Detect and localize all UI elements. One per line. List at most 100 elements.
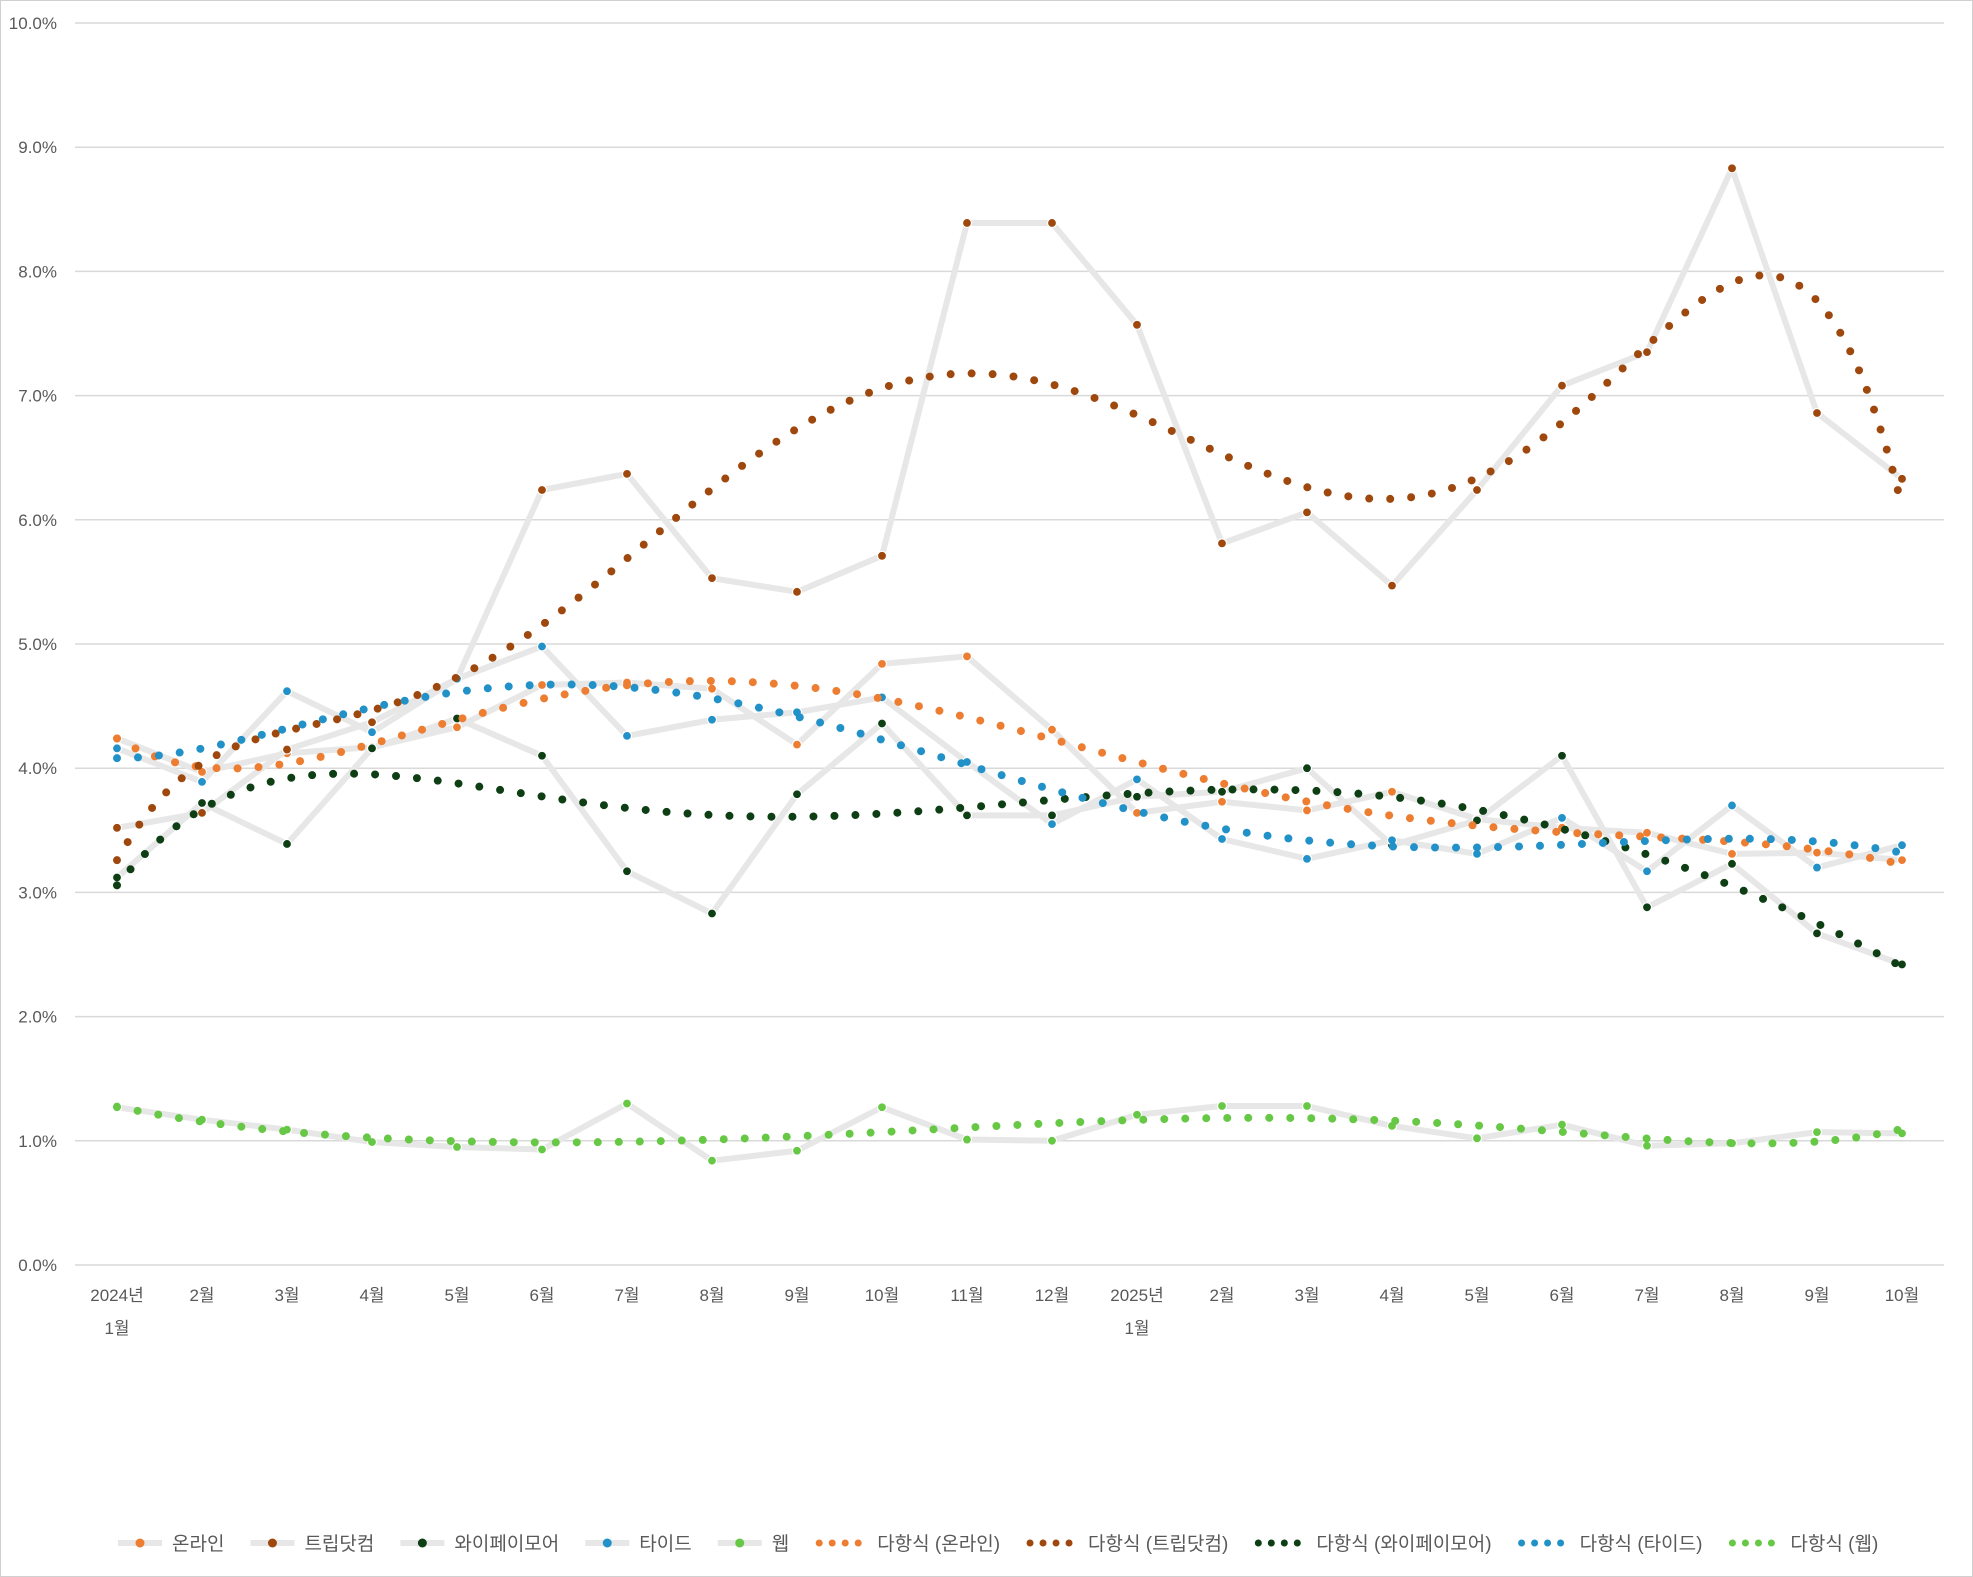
legend-dot-swatch <box>1754 1539 1762 1547</box>
legend-label: 다항식 (타이드) <box>1580 1533 1703 1555</box>
x-tick-label: 9월 <box>1804 1286 1829 1305</box>
data-point <box>1386 580 1398 591</box>
data-point <box>111 743 123 754</box>
data-point <box>961 810 973 821</box>
data-point <box>1556 812 1568 823</box>
data-point <box>1726 800 1738 811</box>
trendline-4 <box>113 1102 1906 1148</box>
legend-dot-swatch <box>1280 1539 1288 1547</box>
legend-marker <box>417 1538 427 1548</box>
x-tick-label: 1월 <box>1124 1319 1149 1338</box>
data-point <box>876 718 888 729</box>
data-point <box>1386 786 1398 797</box>
data-point <box>1046 217 1058 229</box>
legend-dot-swatch <box>1544 1539 1552 1547</box>
data-point <box>706 573 718 584</box>
series-line-2 <box>115 715 1904 968</box>
x-tick-label: 7월 <box>1634 1286 1659 1305</box>
x-tick-label: 4월 <box>1379 1286 1404 1305</box>
data-point <box>1811 1127 1823 1138</box>
data-point <box>111 872 123 883</box>
x-tick-label: 4월 <box>359 1286 384 1305</box>
data-point <box>1131 774 1143 785</box>
x-tick-label: 5월 <box>444 1286 469 1305</box>
x-tick-label: 2월 <box>189 1286 214 1305</box>
x-tick-label: 1월 <box>104 1319 129 1338</box>
data-point <box>451 722 463 733</box>
data-point <box>1641 902 1653 913</box>
data-point <box>1301 805 1313 816</box>
data-point <box>366 743 378 754</box>
x-tick-label: 9월 <box>784 1286 809 1305</box>
y-tick-label: 5.0% <box>18 635 57 654</box>
legend-label: 온라인 <box>172 1533 224 1555</box>
series-line-1 <box>116 165 1904 831</box>
data-point <box>1046 818 1058 830</box>
data-point <box>791 789 803 800</box>
data-point <box>961 217 973 229</box>
data-point <box>536 484 548 496</box>
x-tick-label: 8월 <box>1719 1286 1744 1305</box>
trendline-3 <box>113 680 1906 857</box>
data-point <box>791 739 803 750</box>
x-tick-label: 10월 <box>865 1286 900 1305</box>
data-point <box>536 641 548 652</box>
trendline-1 <box>113 271 1906 865</box>
legend-marker <box>267 1538 277 1548</box>
data-point <box>621 1098 633 1109</box>
data-point <box>1556 380 1568 391</box>
gridlines <box>75 22 1944 1266</box>
legend-dot-swatch <box>1531 1539 1539 1547</box>
data-point <box>1896 855 1908 866</box>
data-point <box>706 908 718 919</box>
data-point <box>281 838 293 850</box>
data-point <box>1896 840 1908 851</box>
legend-dot-swatch <box>1039 1539 1047 1547</box>
data-point <box>1641 866 1653 877</box>
data-point <box>1726 858 1738 869</box>
y-tick-label: 4.0% <box>18 759 57 778</box>
data-point <box>1301 763 1313 774</box>
data-point <box>876 658 888 669</box>
data-point <box>1641 827 1653 838</box>
x-tick-label: 6월 <box>529 1286 554 1305</box>
x-tick-label: 8월 <box>699 1286 724 1305</box>
trendlines <box>113 271 1906 1148</box>
data-point <box>706 1155 718 1166</box>
data-point <box>196 797 208 809</box>
legend-dot-swatch <box>1267 1539 1275 1547</box>
data-point <box>961 1134 973 1145</box>
data-point <box>111 822 123 833</box>
legend-dot-swatch <box>1293 1539 1301 1547</box>
data-point <box>281 744 293 755</box>
data-point <box>791 1145 803 1156</box>
y-tick-label: 3.0% <box>18 883 57 902</box>
data-point <box>1896 473 1908 484</box>
data-point <box>1131 319 1143 330</box>
data-point <box>1301 507 1313 518</box>
data-point <box>961 651 973 662</box>
series-line-4 <box>116 1100 1903 1164</box>
x-tick-label: 2024년 <box>90 1286 143 1305</box>
data-point <box>536 750 548 761</box>
data-point <box>1556 1119 1568 1130</box>
legend-marker <box>602 1538 612 1548</box>
data-point <box>876 1102 888 1113</box>
y-tick-label: 0.0% <box>18 1256 57 1275</box>
legend-label: 다항식 (트립닷컴) <box>1088 1533 1228 1555</box>
data-point <box>621 468 633 479</box>
legend-marker <box>735 1538 745 1548</box>
data-point <box>876 550 888 561</box>
data-point <box>1811 928 1823 939</box>
y-tick-label: 7.0% <box>18 387 57 406</box>
data-point <box>1726 163 1738 174</box>
data-point <box>451 1141 463 1153</box>
y-tick-label: 6.0% <box>18 511 57 530</box>
data-point <box>1131 791 1143 802</box>
series-line-0 <box>115 653 1903 864</box>
data-point <box>1811 847 1823 858</box>
x-tick-label: 2월 <box>1209 1286 1234 1305</box>
data-point <box>281 686 293 697</box>
y-tick-label: 2.0% <box>18 1008 57 1027</box>
data-point <box>791 586 803 597</box>
